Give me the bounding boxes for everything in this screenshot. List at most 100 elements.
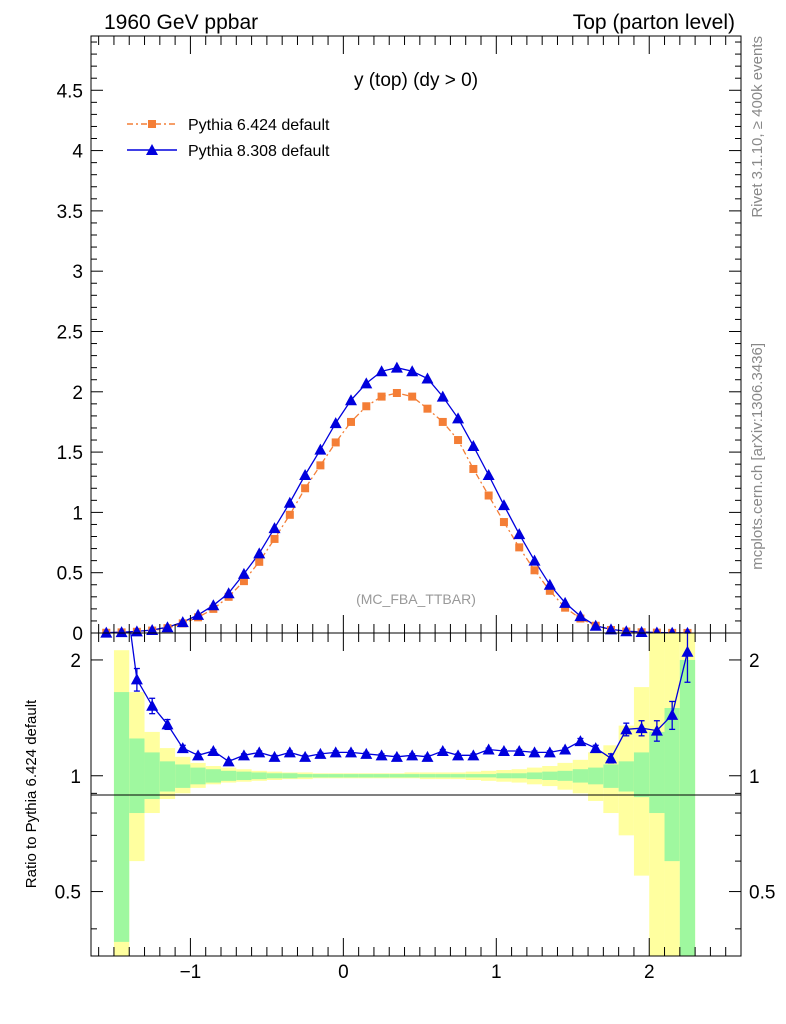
ratio-ticks-layer: 0.5 0.5 1 1 2 2 −1 0 1 2 (55, 633, 775, 983)
point-pythia6 (347, 417, 355, 426)
point-pythia8 (375, 365, 388, 377)
uncertainty-band-inner (113, 692, 130, 942)
uncertainty-band-inner (221, 770, 237, 781)
uncertainty-band-inner (633, 752, 650, 798)
ratio-point (299, 750, 312, 762)
point-pythia6 (239, 577, 248, 586)
ratio-ytick-label-right: 2 (749, 651, 760, 672)
point-pythia8 (146, 623, 159, 635)
uncertainty-band-inner (159, 761, 176, 792)
point-pythia6 (515, 543, 524, 552)
uncertainty-band-inner (236, 771, 252, 780)
point-pythia8 (482, 469, 495, 481)
point-pythia8 (283, 496, 296, 508)
uncertainty-band-inner (465, 774, 481, 778)
header-right: Top (parton level) (573, 11, 735, 34)
ratio-point (650, 724, 663, 736)
uncertainty-band-inner (588, 767, 604, 785)
point-pythia6 (454, 436, 463, 445)
point-pythia8 (268, 522, 281, 534)
uncertainty-band-inner (618, 761, 634, 792)
ratio-point (620, 723, 633, 735)
ratio-point (283, 746, 296, 758)
legend-marker-pythia8 (146, 144, 158, 155)
ratio-point (329, 746, 342, 758)
uncertainty-band-inner (664, 708, 680, 862)
ratio-point (314, 747, 327, 759)
uncertainty-band-inner (144, 752, 160, 800)
ratio-series-layer (130, 632, 694, 767)
point-pythia8 (130, 625, 143, 637)
uncertainty-band-inner (419, 774, 436, 778)
header-left: 1960 GeV ppbar (104, 11, 258, 34)
uncertainty-band-inner (190, 767, 206, 785)
point-pythia8 (299, 469, 312, 481)
point-pythia6 (285, 510, 294, 519)
point-pythia6 (362, 402, 371, 411)
rivet-label: Rivet 3.1.10, ≥ 400k events (749, 36, 766, 218)
legend-label-pythia8: Pythia 8.308 default (188, 143, 330, 160)
point-pythia6 (438, 417, 447, 426)
point-pythia6 (408, 392, 417, 401)
ratio-point (528, 746, 541, 758)
ratio-point (207, 744, 220, 756)
ratio-point (390, 750, 403, 762)
point-pythia8 (100, 626, 113, 638)
ratio-point (574, 735, 587, 747)
point-pythia6 (255, 557, 264, 566)
ratio-point (559, 743, 572, 755)
ratio-point (589, 742, 602, 754)
ratio-ytick-label-right: 0.5 (749, 883, 775, 904)
uncertainty-band-inner (679, 659, 696, 956)
main-ytick-label: 4.5 (57, 81, 83, 102)
point-pythia8 (161, 621, 174, 633)
point-pythia6 (484, 491, 493, 500)
uncertainty-band-inner (557, 770, 573, 781)
main-series-layer (100, 361, 694, 638)
uncertainty-band-inner (266, 773, 283, 779)
uncertainty-band-inner (603, 764, 619, 788)
ratio-point (192, 749, 205, 761)
uncertainty-band-inner (526, 772, 543, 780)
main-ytick-label: 0 (72, 624, 83, 645)
ratio-xtick-label: 0 (338, 962, 349, 983)
ratio-point (452, 749, 465, 761)
point-pythia8 (253, 547, 266, 559)
uncertainty-band-inner (496, 773, 512, 779)
ratio-point (360, 747, 373, 759)
uncertainty-band-inner (282, 773, 298, 779)
main-plot-title: y (top) (dy > 0) (354, 70, 478, 91)
uncertainty-band-inner (572, 769, 589, 783)
ratio-point (345, 746, 357, 758)
point-pythia8 (192, 608, 205, 620)
ratio-point (436, 744, 449, 756)
ratio-point (543, 746, 556, 758)
uncertainty-band-inner (358, 774, 374, 778)
point-pythia8 (559, 596, 572, 608)
ratio-xtick-label: 2 (644, 962, 655, 983)
point-pythia8 (406, 365, 419, 377)
point-pythia8 (574, 610, 587, 622)
ratio-xtick-label: 1 (491, 962, 502, 983)
ratio-ytick-label-left: 0.5 (55, 883, 81, 904)
ratio-ytick-label-left: 2 (70, 651, 81, 672)
legend: Pythia 6.424 default Pythia 8.308 defaul… (127, 117, 330, 160)
point-pythia8 (452, 412, 465, 424)
point-pythia6 (469, 464, 478, 473)
legend-entry-pythia8: Pythia 8.308 default (127, 143, 330, 160)
uncertainty-band-inner (542, 771, 558, 780)
point-pythia8 (528, 554, 541, 566)
point-pythia6 (301, 484, 310, 493)
uncertainty-band-inner (175, 764, 191, 788)
uncertainty-band-inner (312, 774, 329, 778)
uncertainty-band-inner (389, 774, 405, 778)
main-ytick-label: 3 (72, 262, 83, 283)
ratio-series-line (130, 632, 689, 763)
ratio-point (237, 749, 250, 761)
point-pythia6 (270, 534, 279, 543)
point-pythia6 (423, 404, 432, 413)
main-ytick-label: 1.5 (57, 443, 83, 464)
ratio-point (513, 744, 526, 756)
point-pythia8 (635, 626, 648, 638)
